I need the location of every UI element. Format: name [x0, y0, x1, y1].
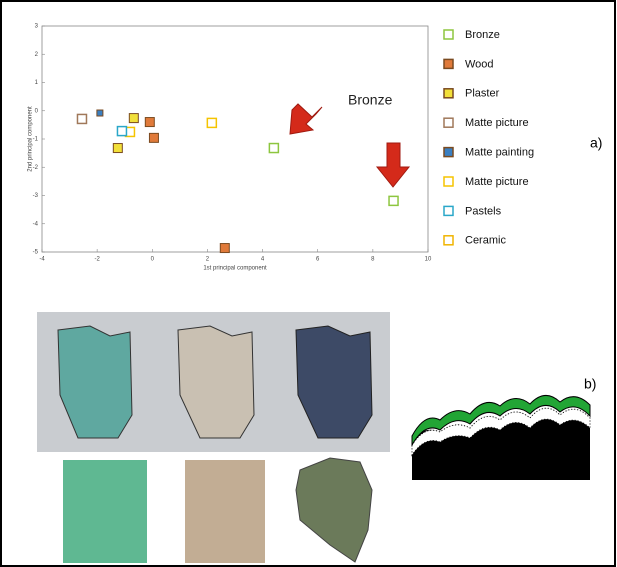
point: [219, 243, 230, 254]
legend-label: Ceramic: [465, 235, 506, 247]
point: [148, 132, 159, 143]
y-tick-label: -2: [33, 165, 39, 171]
legend-label: Bronze: [465, 29, 500, 41]
point: [76, 113, 88, 125]
y-tick-label: -3: [33, 193, 39, 199]
y-tick-label: 2: [35, 52, 39, 58]
legend-swatch: [443, 29, 454, 40]
legend-label: Matte picture: [465, 176, 529, 188]
x-tick-label: 10: [425, 257, 432, 263]
y-tick-label: 0: [35, 108, 39, 114]
x-tick-label: 8: [371, 257, 375, 263]
y-tick-label: -5: [33, 250, 39, 256]
sample-photo: [295, 325, 373, 439]
y-tick-label: -4: [33, 221, 39, 227]
x-axis-label: 1st principal component: [203, 266, 267, 272]
texture-green: [63, 460, 147, 563]
layer-green: [411, 395, 591, 447]
arrow: [375, 142, 411, 188]
point: [112, 143, 123, 154]
point: [116, 125, 128, 137]
point: [144, 117, 155, 128]
legend-swatch: [443, 205, 454, 217]
legend-swatch: [443, 88, 454, 99]
legend-label: Plaster: [465, 88, 500, 100]
y-tick-label: -1: [33, 137, 39, 143]
y-axis-label: 2nd principal component: [28, 106, 34, 172]
annotation: Bronze: [348, 92, 393, 108]
x-tick-label: 2: [206, 257, 210, 263]
legend-swatch: [443, 176, 454, 187]
arrow: [289, 103, 323, 135]
x-tick-label: -4: [39, 257, 45, 263]
sample-render: [295, 457, 373, 563]
texture-tan: [185, 460, 265, 563]
legend-label: Wood: [465, 58, 494, 70]
legend-swatch: [443, 58, 454, 70]
point: [268, 142, 280, 154]
panel-label: a): [590, 135, 602, 151]
y-tick-label: 1: [35, 80, 39, 86]
sample-photo: [177, 325, 255, 439]
point: [206, 117, 218, 129]
legend-swatch: [443, 235, 454, 246]
x-tick-label: 6: [316, 257, 320, 263]
y-tick-label: 3: [35, 24, 39, 30]
legend-label: Pastels: [465, 205, 502, 217]
layer-dotted: [411, 407, 591, 457]
legend-swatch: [443, 117, 454, 128]
x-tick-label: 4: [261, 257, 265, 263]
x-tick-label: -2: [94, 257, 100, 263]
panel-label: b): [584, 376, 596, 392]
x-tick-label: 0: [151, 257, 155, 263]
legend-label: Matte picture: [465, 117, 529, 129]
point: [388, 195, 399, 207]
point: [128, 113, 139, 124]
legend-swatch: [443, 146, 454, 158]
sample-photo: [57, 325, 133, 439]
legend-label: Matte painting: [465, 147, 534, 159]
point: [96, 109, 104, 117]
